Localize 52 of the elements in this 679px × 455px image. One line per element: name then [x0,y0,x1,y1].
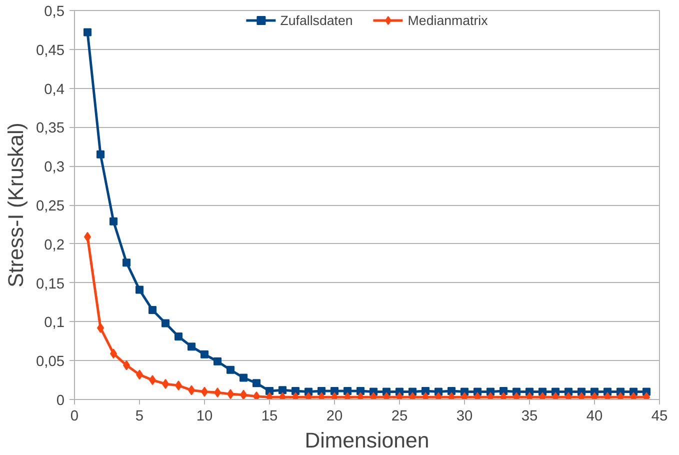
point [226,366,234,374]
x-tick-label: 45 [651,408,668,424]
point [240,374,248,382]
x-tick-label: 25 [391,408,408,424]
legend-label: Zufallsdaten [280,12,353,28]
point [356,386,364,395]
y-tick-label: 0,2 [44,237,64,254]
y-tick-label: 0,45 [36,42,65,59]
point [330,386,338,395]
x-tick-label: 35 [521,408,538,424]
x-tick-label: 40 [586,408,603,424]
point [422,386,430,395]
y-tick-label: 0,3 [44,160,64,176]
point [214,388,221,398]
point [318,386,326,395]
y-tick-label: 0,4 [44,82,64,98]
x-tick-label: 10 [196,408,213,424]
point [252,379,260,388]
point [292,386,300,395]
point [162,319,170,328]
point [188,342,196,351]
point [84,28,92,36]
point [448,386,456,395]
x-tick-label: 0 [70,408,79,424]
y-tick-label: 0,05 [36,354,65,370]
y-tick-label: 0,25 [36,198,65,214]
point [96,150,104,158]
y-axis-title: Stress-I (Kruskal) [4,122,28,288]
point [253,391,260,400]
y-tick-label: 0 [56,393,65,409]
x-tick-label: 5 [135,408,144,424]
x-tick-label: 15 [261,408,278,424]
point [500,386,508,395]
legend-label: Medianmatrix [408,12,488,28]
point [122,258,130,267]
point [214,357,222,366]
y-tick-label: 0,15 [36,276,65,292]
y-tick-label: 0,35 [36,120,65,137]
y-tick-label: 0,1 [44,315,64,332]
point [174,332,182,340]
point [278,386,286,394]
point [148,306,156,314]
point [240,390,247,400]
x-tick-label: 30 [456,408,473,424]
point [266,386,274,395]
x-axis-title: Dimensionen [304,428,430,452]
point [110,217,118,226]
point [344,386,352,395]
point [136,286,144,294]
point [200,350,208,358]
x-tick-label: 20 [326,408,343,424]
y-tick-label: 0,5 [44,4,64,20]
